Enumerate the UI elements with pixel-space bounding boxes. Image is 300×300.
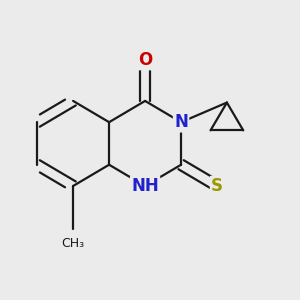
- Text: S: S: [211, 177, 223, 195]
- Text: N: N: [174, 113, 188, 131]
- Text: NH: NH: [131, 177, 159, 195]
- Text: CH₃: CH₃: [61, 237, 85, 250]
- Text: O: O: [138, 51, 152, 69]
